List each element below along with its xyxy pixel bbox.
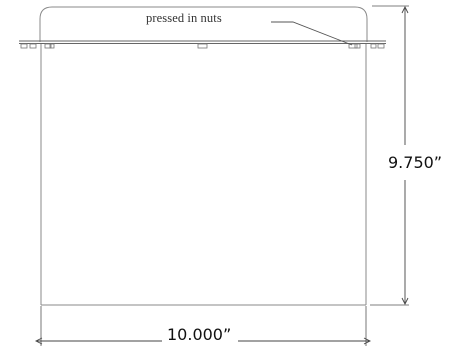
- nut-marker: [44, 43, 55, 49]
- callout-leader: [271, 21, 353, 46]
- height-dimension-label: 9.750”: [388, 153, 443, 172]
- width-arrow-left: [34, 337, 43, 345]
- height-arrow-top: [401, 5, 409, 14]
- width-dimension-label: 10.000”: [167, 325, 232, 344]
- callout-label-pressed-in-nuts: pressed in nuts: [146, 11, 222, 25]
- height-arrow-bottom: [401, 297, 409, 306]
- nut-marker: [348, 43, 361, 49]
- nut-marker: [20, 43, 37, 49]
- width-arrow-right: [363, 337, 372, 345]
- nut-marker: [197, 43, 208, 49]
- nut-marker: [370, 43, 385, 49]
- top-tab-outline: [39, 6, 368, 42]
